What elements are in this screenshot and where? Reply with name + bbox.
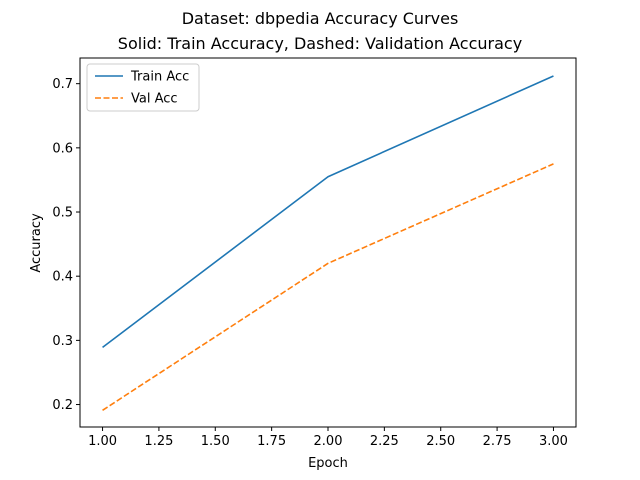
x-tick-label: 2.50 [426, 434, 455, 449]
x-tick-label: 2.00 [314, 434, 343, 449]
x-axis-label: Epoch [308, 456, 348, 471]
y-tick-label: 0.6 [52, 141, 73, 156]
val-acc-line [102, 163, 554, 411]
chart-title: Dataset: dbpedia Accuracy Curves [182, 9, 459, 28]
x-tick-label: 1.25 [144, 434, 173, 449]
series-lines [102, 75, 554, 411]
train-acc-line [102, 75, 554, 349]
x-tick-label: 1.50 [201, 434, 230, 449]
x-tick-label: 2.25 [370, 434, 399, 449]
legend-label: Train Acc [130, 70, 189, 85]
y-tick-label: 0.3 [52, 334, 73, 349]
y-axis-label: Accuracy [29, 213, 44, 273]
y-tick-label: 0.2 [52, 398, 73, 413]
x-tick-label: 3.00 [539, 434, 568, 449]
plot-frame [79, 57, 577, 428]
x-tick-label: 1.00 [88, 434, 117, 449]
chart-subtitle: Solid: Train Accuracy, Dashed: Validatio… [118, 34, 522, 53]
axis-ticks: 1.00 1.25 1.50 1.75 2.00 2.25 2.50 2.75 3.00 0.2 0… [52, 77, 568, 449]
y-tick-label: 0.7 [52, 77, 73, 92]
legend-label: Val Acc [131, 92, 178, 107]
x-tick-label: 2.75 [483, 434, 512, 449]
y-tick-label: 0.5 [52, 206, 73, 221]
x-tick-label: 1.75 [257, 434, 286, 449]
legend: Train Acc Val Acc [86, 63, 200, 112]
y-tick-label: 0.4 [52, 270, 73, 285]
